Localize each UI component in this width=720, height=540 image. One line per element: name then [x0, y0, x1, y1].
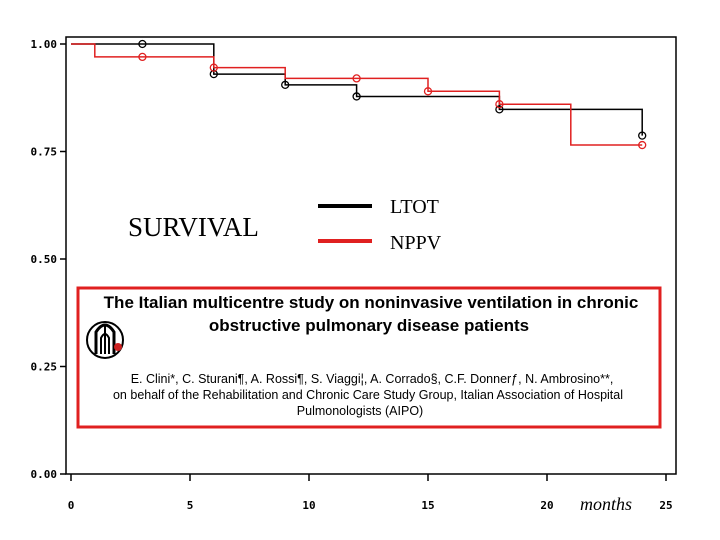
- censor-mark-nppv: [423, 87, 433, 96]
- censor-mark-nppv: [209, 63, 218, 72]
- x-tick-label: 20: [540, 499, 553, 512]
- censor-mark-nppv: [495, 100, 504, 109]
- censor-mark-ltot: [281, 80, 290, 89]
- series-layer: [71, 39, 647, 150]
- x-axis-label: months: [580, 494, 632, 514]
- x-tick-label: 0: [68, 499, 75, 512]
- info-box-affiliation-line2: Pulmonologists (AIPO): [297, 404, 423, 418]
- survival-label: SURVIVAL: [128, 212, 259, 242]
- legend-label-ltot: LTOT: [390, 196, 439, 218]
- x-tick-label: 15: [421, 499, 434, 512]
- censor-mark-nppv: [138, 52, 147, 62]
- info-box-affiliation-line1: on behalf of the Rehabilitation and Chro…: [113, 388, 623, 402]
- x-tick-label: 10: [302, 499, 315, 512]
- y-axis: 0.00 0.25 0.50 0.75 1.00: [31, 38, 66, 481]
- censor-mark-ltot: [638, 131, 647, 140]
- aipo-logo-icon: [86, 321, 124, 359]
- study-info-box: The Italian multicentre study on noninva…: [76, 286, 662, 429]
- plot-frame: [65, 36, 677, 475]
- censor-mark-nppv: [638, 140, 647, 150]
- series-line-nppv: [71, 43, 643, 146]
- y-tick-label: 1.00: [31, 38, 58, 51]
- censor-mark-nppv: [352, 74, 361, 83]
- censor-mark-ltot: [352, 92, 361, 101]
- x-tick-label: 25: [659, 499, 672, 512]
- series-line-ltot: [71, 43, 643, 136]
- y-tick-label: 0.75: [31, 146, 58, 159]
- info-box-authors: E. Clini*, C. Sturani¶, A. Rossi¶, S. Vi…: [131, 372, 614, 386]
- y-tick-label: 0.50: [31, 253, 58, 266]
- legend: LTOT NPPV: [318, 196, 442, 254]
- y-tick-label: 0.25: [31, 361, 58, 374]
- info-box-border: [76, 286, 662, 429]
- censor-mark-ltot: [495, 105, 504, 114]
- x-tick-label: 5: [187, 499, 194, 512]
- info-box-title-line1: The Italian multicentre study on noninva…: [104, 293, 639, 312]
- legend-label-nppv: NPPV: [390, 232, 442, 254]
- y-tick-label: 0.00: [31, 468, 58, 481]
- x-axis: 0 5 10 15 20 25: [68, 474, 673, 512]
- censor-mark-ltot: [138, 39, 147, 49]
- info-box-title-line2: obstructive pulmonary disease patients: [209, 316, 529, 335]
